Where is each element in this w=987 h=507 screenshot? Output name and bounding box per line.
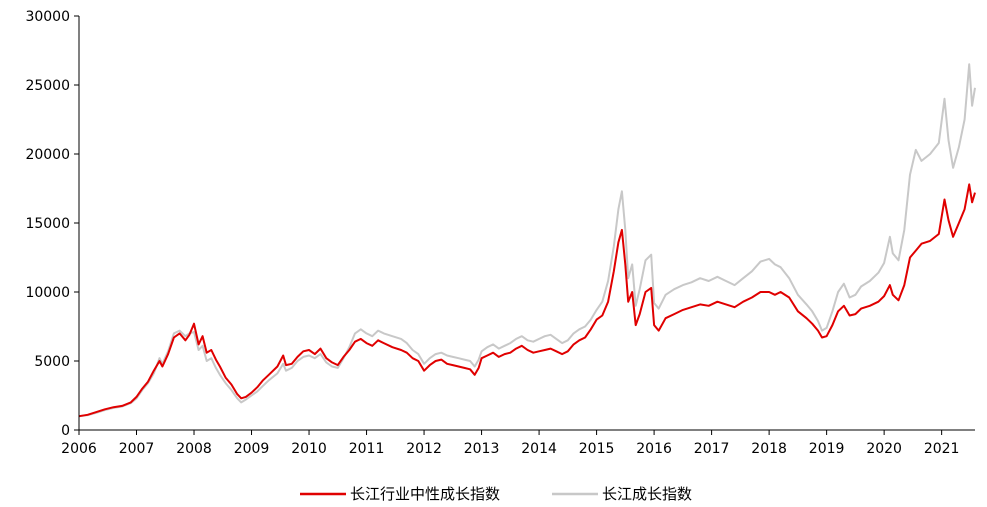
x-axis-ticks: 2006 2007 2008 2009 2010 2011 2012 2013 2014 2015… (61, 430, 959, 457)
x-tick-label: 2007 (119, 441, 155, 457)
x-tick-label: 2006 (61, 441, 97, 457)
y-tick-label: 20000 (25, 147, 70, 163)
y-tick-label: 5000 (34, 354, 70, 370)
y-axis-ticks: 0 5000 10000 15000 20000 25000 30000 (25, 9, 79, 439)
y-tick-label: 25000 (25, 78, 70, 94)
x-tick-label: 2019 (809, 441, 845, 457)
x-tick-label: 2011 (349, 441, 385, 457)
x-tick-label: 2012 (406, 441, 442, 457)
y-tick-label: 10000 (25, 285, 70, 301)
x-tick-label: 2010 (291, 441, 327, 457)
y-tick-label: 30000 (25, 9, 70, 25)
x-tick-label: 2017 (694, 441, 730, 457)
legend: 长江行业中性成长指数 长江成长指数 (300, 485, 692, 503)
series-line-1 (78, 183, 976, 418)
legend-label-series-2: 长江成长指数 (602, 485, 692, 503)
x-tick-label: 2008 (176, 441, 212, 457)
x-tick-label: 2016 (636, 441, 672, 457)
x-tick-label: 2015 (579, 441, 615, 457)
x-tick-label: 2009 (234, 441, 270, 457)
y-tick-label: 0 (61, 423, 70, 439)
series-layer (78, 63, 976, 418)
x-tick-label: 2018 (751, 441, 787, 457)
y-tick-label: 15000 (25, 216, 70, 232)
x-tick-label: 2014 (521, 441, 557, 457)
x-tick-label: 2020 (866, 441, 902, 457)
x-tick-label: 2013 (464, 441, 500, 457)
x-tick-label: 2021 (924, 441, 960, 457)
legend-label-series-1: 长江行业中性成长指数 (350, 485, 500, 503)
series-line-2 (78, 63, 976, 418)
